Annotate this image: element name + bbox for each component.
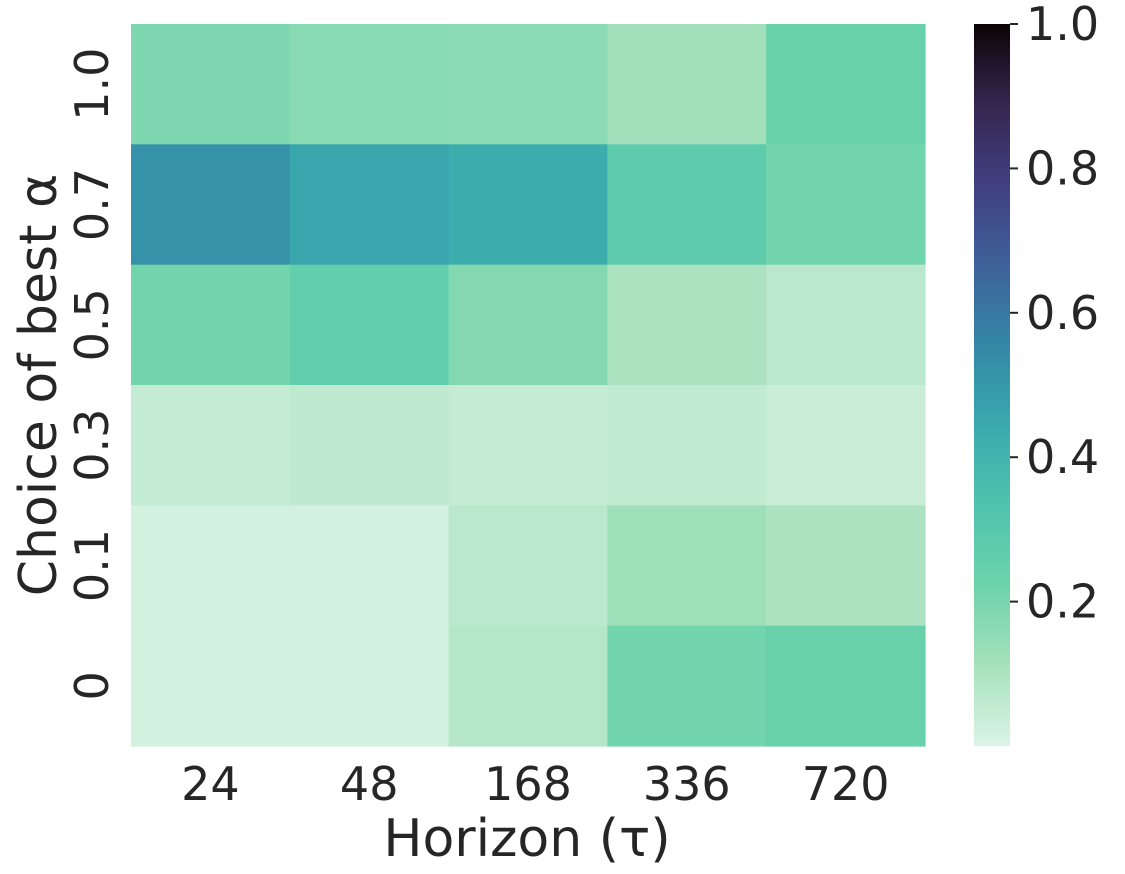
heatmap-cell [448,625,608,747]
heatmap-cell [607,264,767,386]
heatmap-cell [131,264,291,386]
heatmap-cell [766,24,926,145]
y-tick-label: 0.7 [65,168,119,241]
colorbar-tick-label: 0.6 [1026,286,1099,340]
heatmap-cells [131,24,926,747]
y-axis-label: Choice of best α [9,174,69,597]
colorbar-tick-label: 0.4 [1026,430,1099,484]
heatmap-cell [766,144,926,266]
heatmap-cell [766,505,926,627]
x-tick-labels: 24 48 168 336 720 [181,757,889,811]
x-axis-label: Horizon (τ) [383,809,670,869]
heatmap-cell [607,625,767,747]
heatmap-cell [131,505,291,627]
y-tick-label: 0.3 [65,409,119,482]
heatmap-cell [289,385,450,506]
heatmap-cell [131,144,291,266]
x-tick-label: 720 [802,757,890,811]
heatmap-cell [289,505,450,627]
colorbar [974,24,1010,746]
x-tick-label: 168 [484,757,572,811]
heatmap-cell [289,24,450,145]
heatmap-cell [766,385,926,506]
y-tick-label: 0.1 [65,529,119,602]
heatmap-cell [448,144,608,266]
colorbar-tick-label: 1.0 [1026,0,1099,51]
x-tick-label: 48 [340,757,399,811]
heatmap-cell [607,385,767,506]
heatmap-cell [607,144,767,266]
heatmap-cell [448,505,608,627]
colorbar-tick-label: 0.8 [1026,141,1099,195]
heatmap-cell [448,385,608,506]
heatmap-cell [131,385,291,506]
heatmap-cell [289,264,450,386]
heatmap-cell [448,24,608,145]
heatmap-cell [607,505,767,627]
heatmap-cell [131,24,291,145]
heatmap-cell [607,24,767,145]
heatmap-cell [766,264,926,386]
y-tick-label: 1.0 [65,48,119,121]
y-tick-labels: 1.0 0.7 0.5 0.3 0.1 0 [65,48,119,701]
colorbar-tick-label: 0.2 [1026,575,1099,629]
heatmap-cell [131,625,291,747]
x-tick-label: 24 [181,757,240,811]
heatmap-cell [289,625,450,747]
y-tick-label: 0.5 [65,288,119,361]
heatmap-cell [289,144,450,266]
x-tick-label: 336 [643,757,731,811]
heatmap-cell [448,264,608,386]
heatmap-cell [766,625,926,747]
colorbar-ticks: 0.2 0.4 0.6 0.8 1.0 [1010,0,1099,629]
y-tick-label: 0 [65,671,119,700]
